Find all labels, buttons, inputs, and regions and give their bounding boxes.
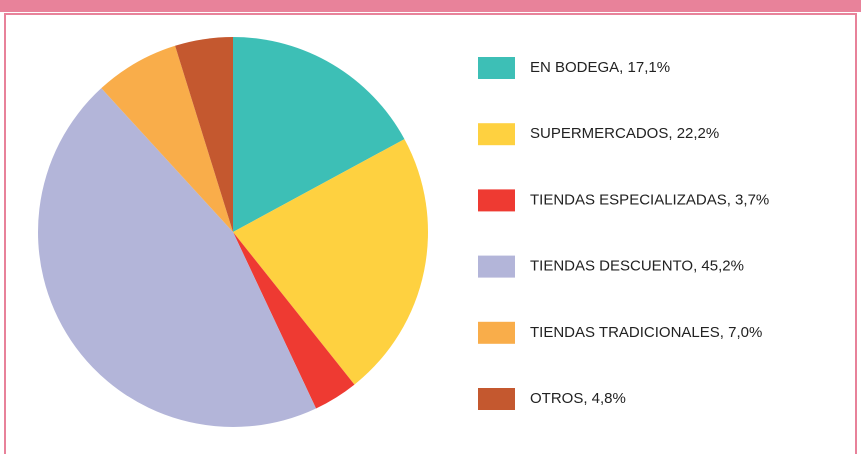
legend-swatch xyxy=(478,57,515,79)
pie-slice xyxy=(101,45,233,232)
pie-slice xyxy=(38,88,317,428)
legend-label: EN BODEGA, 17,1% xyxy=(530,59,670,76)
pie-slice xyxy=(233,232,355,409)
legend-label: TIENDAS DESCUENTO, 45,2% xyxy=(530,258,744,275)
legend-swatch xyxy=(478,123,515,146)
pie-slice xyxy=(175,37,233,232)
legend-label: TIENDAS ESPECIALIZADAS, 3,7% xyxy=(530,191,769,208)
legend-swatch xyxy=(478,255,515,278)
top-bar xyxy=(0,0,861,12)
pie-slice xyxy=(233,139,428,385)
legend-label: TIENDAS TRADICIONALES, 7,0% xyxy=(530,324,762,341)
pie-slice xyxy=(233,37,405,232)
legend-swatch xyxy=(478,388,515,410)
legend-swatch xyxy=(478,321,515,344)
legend-swatch xyxy=(478,189,515,212)
legend-label: SUPERMERCADOS, 22,2% xyxy=(530,125,719,142)
legend-label: OTROS, 4,8% xyxy=(530,390,626,407)
